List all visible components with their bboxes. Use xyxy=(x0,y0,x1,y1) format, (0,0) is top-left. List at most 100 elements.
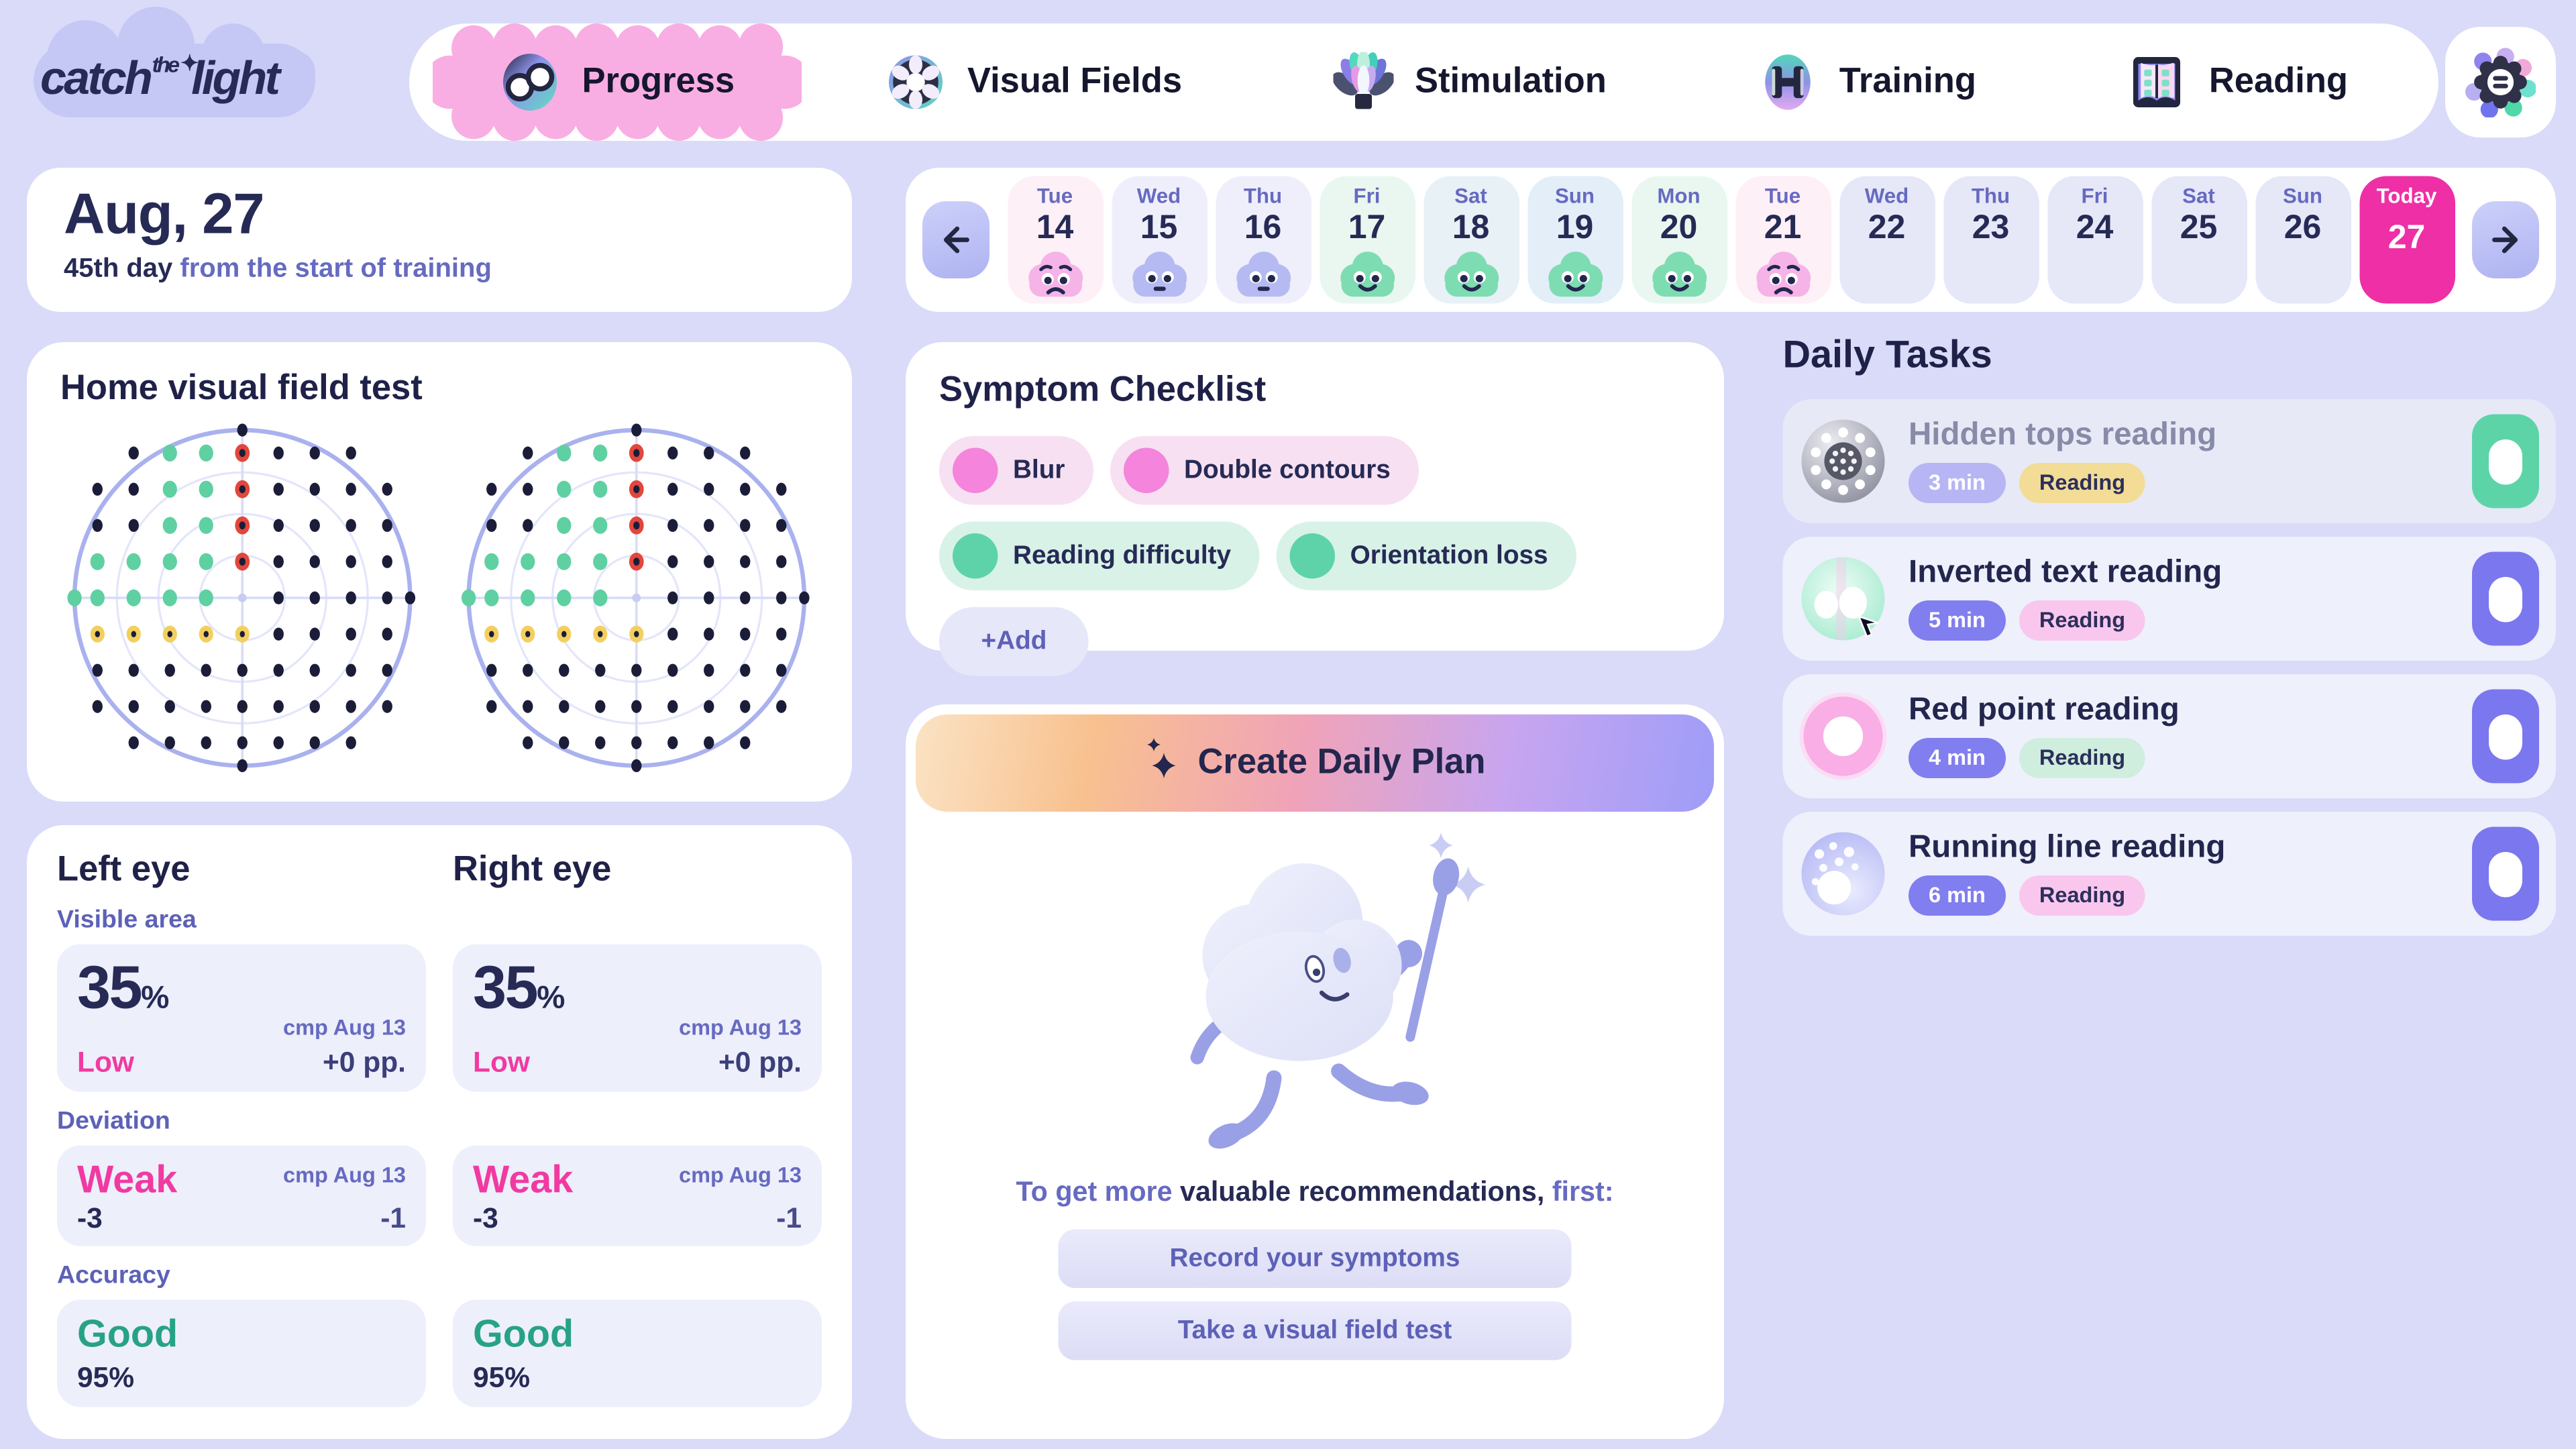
visible-area-value: 35% xyxy=(77,953,170,1022)
accuracy-value: 95% xyxy=(77,1362,135,1394)
mood-cloud-icon xyxy=(1028,252,1082,297)
mood-cloud-icon xyxy=(1236,252,1290,297)
calendar-day-23[interactable]: Thu 23 xyxy=(1943,176,2039,304)
calendar-day-15[interactable]: Wed 15 xyxy=(1111,176,1207,304)
day-number: 22 xyxy=(1868,209,1906,247)
training-day-count: 45th day from the start of training xyxy=(64,254,492,283)
field-test-title: Home visual field test xyxy=(60,369,423,408)
recommendation-hint: To get more valuable recommendations, fi… xyxy=(1016,1177,1614,1208)
calendar-day-14[interactable]: Tue 14 xyxy=(1007,176,1103,304)
inverted-text-icon xyxy=(1801,557,1885,641)
symptom-pill[interactable]: Orientation loss xyxy=(1276,521,1577,590)
left-eye-heading: Left eye xyxy=(57,850,191,890)
calendar-day-27[interactable]: Today 27 xyxy=(2359,176,2455,304)
calendar-day-26[interactable]: Sun 26 xyxy=(2255,176,2351,304)
symptom-label: Double contours xyxy=(1184,455,1391,484)
accuracy-label: Accuracy xyxy=(57,1261,170,1290)
day-number: 19 xyxy=(1556,209,1594,247)
symptom-dot xyxy=(1124,447,1169,493)
deviation-delta: -1 xyxy=(776,1202,802,1235)
task-duration-badge: 6 min xyxy=(1909,875,2006,916)
mood-cloud-icon xyxy=(1548,252,1602,297)
progress-icon xyxy=(503,54,557,111)
day-of-week: Fri xyxy=(2081,184,2108,208)
daily-tasks-list: Hidden tops reading 3 min Reading Invert… xyxy=(1782,399,2556,936)
eye-stats-card: Left eye Right eye Visible area 35% Low … xyxy=(27,825,852,1439)
task-category-badge: Reading xyxy=(2019,875,2146,916)
day-of-week: Thu xyxy=(1243,184,1283,208)
running-line-icon xyxy=(1801,832,1885,916)
calendar-day-22[interactable]: Wed 22 xyxy=(1839,176,1935,304)
calendar-days: Tue 14 Wed 15 Thu 16 Fri 17 Sat 18 Sun 1… xyxy=(1005,176,2457,304)
task-duration-badge: 4 min xyxy=(1909,737,2006,778)
right-eye-heading: Right eye xyxy=(453,850,612,890)
calendar-day-18[interactable]: Sat 18 xyxy=(1423,176,1519,304)
current-date: Aug, 27 xyxy=(64,182,265,247)
app-logo: catch the ✦light xyxy=(27,17,379,138)
tab-reading[interactable]: Reading xyxy=(2127,52,2348,113)
visual-field-chart-right-eye xyxy=(461,423,810,773)
settings-button[interactable] xyxy=(2445,27,2556,138)
day-of-week: Wed xyxy=(1136,184,1181,208)
calendar-day-19[interactable]: Sun 19 xyxy=(1527,176,1623,304)
tab-stimulation[interactable]: Stimulation xyxy=(1332,52,1607,113)
calendar-day-17[interactable]: Fri 17 xyxy=(1319,176,1415,304)
compare-date-label: cmp Aug 13 xyxy=(282,1014,406,1040)
task-card[interactable]: Running line reading 6 min Reading xyxy=(1782,812,2556,936)
task-card[interactable]: Inverted text reading 5 min Reading xyxy=(1782,537,2556,661)
task-category-badge: Reading xyxy=(2019,462,2146,503)
calendar-day-20[interactable]: Mon 20 xyxy=(1631,176,1727,304)
add-symptom-button[interactable]: +Add xyxy=(939,607,1089,676)
deviation-tile-left: Weak cmp Aug 13 -3 -1 xyxy=(57,1145,426,1246)
task-toggle[interactable] xyxy=(2472,414,2539,508)
task-toggle[interactable] xyxy=(2472,551,2539,646)
deviation-status: Weak xyxy=(77,1157,178,1201)
day-of-week: Sun xyxy=(2282,184,2322,208)
plan-action-button[interactable]: Take a visual field test xyxy=(1058,1301,1572,1360)
compare-date-label: cmp Aug 13 xyxy=(678,1162,802,1188)
task-card[interactable]: Red point reading 4 min Reading xyxy=(1782,674,2556,798)
day-number: 20 xyxy=(1660,209,1698,247)
deviation-value: -3 xyxy=(77,1202,103,1235)
tab-progress[interactable]: Progress xyxy=(433,23,802,141)
symptom-pill[interactable]: Reading difficulty xyxy=(939,521,1260,590)
task-toggle[interactable] xyxy=(2472,689,2539,784)
task-card[interactable]: Hidden tops reading 3 min Reading xyxy=(1782,399,2556,523)
create-daily-plan-button[interactable]: Create Daily Plan xyxy=(916,714,1714,812)
accuracy-value: 95% xyxy=(473,1362,531,1394)
symptom-label: Reading difficulty xyxy=(1013,541,1232,570)
logo-cloud-shape xyxy=(34,20,315,117)
calendar-day-25[interactable]: Sat 25 xyxy=(2151,176,2247,304)
visual-fields-icon xyxy=(888,55,943,109)
tab-training[interactable]: Training xyxy=(1757,52,1976,113)
mood-cloud-icon xyxy=(1340,252,1394,297)
visible-area-delta: +0 pp. xyxy=(718,1046,802,1079)
mascot-cloud-illustration xyxy=(916,818,1714,1174)
plan-action-button[interactable]: Record your symptoms xyxy=(1058,1229,1572,1288)
calendar-day-16[interactable]: Thu 16 xyxy=(1215,176,1311,304)
calendar-day-21[interactable]: Tue 21 xyxy=(1735,176,1831,304)
mood-cloud-icon xyxy=(1444,252,1498,297)
accuracy-tile-left: Good 95% xyxy=(57,1299,426,1407)
task-toggle[interactable] xyxy=(2472,826,2539,921)
task-duration-badge: 5 min xyxy=(1909,600,2006,641)
calendar-next-button[interactable] xyxy=(2472,201,2539,278)
day-number: 25 xyxy=(2180,209,2218,247)
date-card: Aug, 27 45th day from the start of train… xyxy=(27,168,852,312)
deviation-delta: -1 xyxy=(380,1202,406,1235)
visible-area-status: Low xyxy=(77,1046,134,1079)
symptom-pill[interactable]: Blur xyxy=(939,436,1093,505)
day-number: 21 xyxy=(1764,209,1802,247)
symptom-dot xyxy=(953,447,998,493)
training-icon xyxy=(1764,54,1810,110)
mood-cloud-icon xyxy=(1652,252,1706,297)
deviation-status: Weak xyxy=(473,1157,574,1201)
calendar-prev-button[interactable] xyxy=(922,201,989,278)
cursor-pointer xyxy=(1858,615,1878,638)
tab-visual-fields[interactable]: Visual Fields xyxy=(885,52,1182,113)
visible-area-delta: +0 pp. xyxy=(322,1046,406,1079)
compare-date-label: cmp Aug 13 xyxy=(678,1014,802,1040)
calendar-day-24[interactable]: Fri 24 xyxy=(2047,176,2143,304)
symptom-pill[interactable]: Double contours xyxy=(1110,436,1419,505)
